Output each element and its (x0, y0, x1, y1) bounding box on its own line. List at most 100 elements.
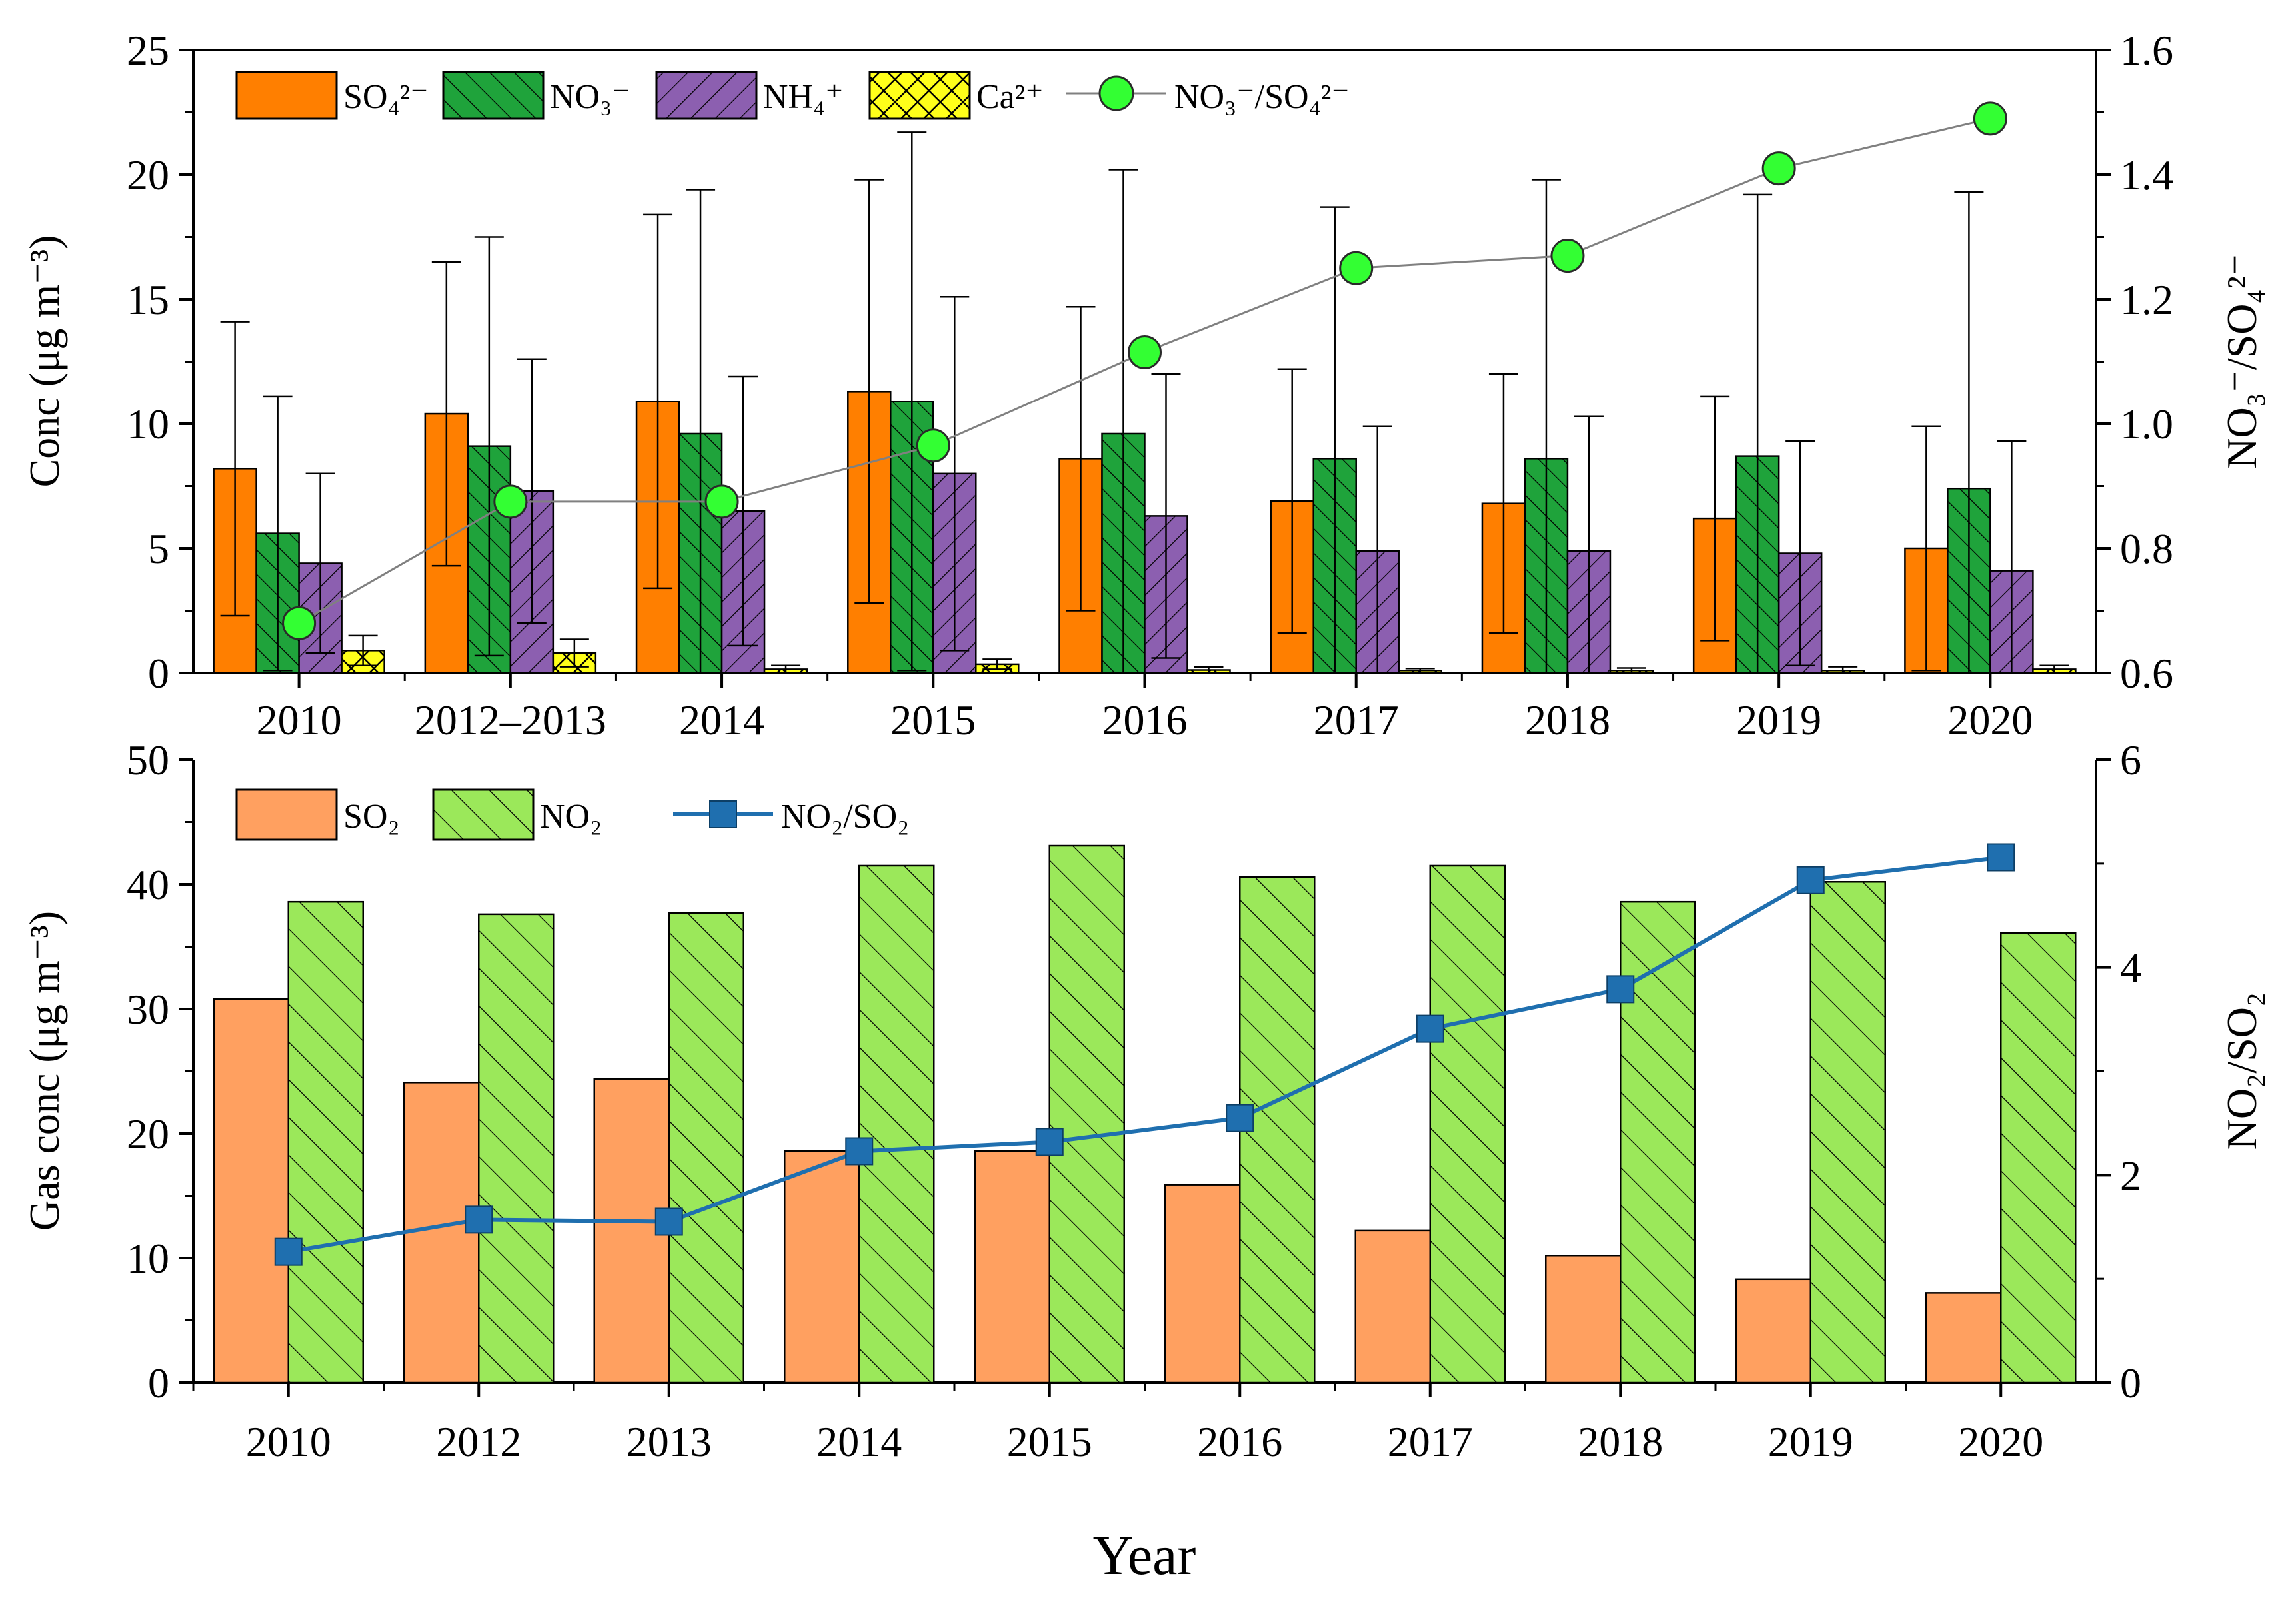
bar-no2-hatch-6 (1430, 865, 1505, 1383)
bar-no2-hatch-3 (859, 865, 934, 1383)
legend-swatch-so4 (235, 71, 338, 120)
bottom-legend: SO₂ NO₂ NO₂/SO₂ (235, 788, 909, 841)
top-y2tick-label-0.6: 0.6 (2120, 650, 2173, 697)
top-xtick-label-0: 2010 (257, 696, 342, 744)
top-y2tick-label-1.6: 1.6 (2120, 27, 2173, 74)
top-xtick-label-8: 2020 (1947, 696, 2033, 744)
top-panel: 0 5 10 15 20 25 0.6 0.8 1.0 1.2 1.4 1.6 2010 2012–2… (21, 27, 2265, 744)
top-y2tick-label-1.2: 1.2 (2120, 276, 2173, 323)
bottom-ytick-label-0: 0 (148, 1359, 169, 1407)
legend-label-ratio: NO₃⁻/SO₄²⁻ (1174, 78, 1350, 116)
bottom-xtick-label-8: 2019 (1768, 1418, 1853, 1465)
top-legend: SO₄²⁻ NO₃⁻ NH₄⁺ Ca²⁺ NO₃⁻/SO₄²⁻ (235, 71, 1350, 120)
bottom-y2tick-label-0: 0 (2120, 1359, 2141, 1407)
gas-ratio-marker-6 (1416, 1014, 1444, 1043)
legend-swatch-ratio-marker (1098, 75, 1134, 111)
top-ytick-label-0: 0 (148, 650, 169, 697)
bar-no2-hatch-1 (479, 914, 554, 1383)
bar-no2-hatch-7 (1620, 902, 1696, 1383)
bar-so2-3 (784, 1150, 860, 1384)
legend-label-gas-ratio: NO₂/SO₂ (781, 798, 909, 836)
bottom-xtick-label-5: 2016 (1197, 1418, 1282, 1465)
legend-swatch-no3-hatch (443, 72, 543, 119)
ratio-marker-3 (916, 428, 950, 463)
bottom-xtick-label-2: 2013 (626, 1418, 712, 1465)
bottom-xtick-label-4: 2015 (1007, 1418, 1092, 1465)
bottom-x-axis-ticks: 2010 2012 2013 2014 2015 2016 2017 2018 2019 2020 (192, 1383, 2043, 1465)
top-ytick-label-20: 20 (127, 151, 169, 199)
ratio-marker-2 (704, 484, 739, 519)
bottom-xtick-label-7: 2018 (1578, 1418, 1663, 1465)
bottom-ytick-label-50: 50 (127, 736, 169, 784)
bottom-ytick-label-10: 10 (127, 1235, 169, 1282)
gas-ratio-marker-3 (845, 1137, 874, 1166)
bottom-ratio-line (288, 855, 2001, 1254)
bar-no2-hatch-9 (2001, 932, 2076, 1383)
ratio-marker-6 (1550, 239, 1585, 273)
top-ytick-label-15: 15 (127, 276, 169, 323)
gas-ratio-marker-2 (654, 1207, 683, 1236)
gas-ratio-marker-1 (465, 1205, 493, 1234)
top-y2tick-label-0.8: 0.8 (2120, 525, 2173, 572)
top-y2-axis-title: NO₃⁻/SO₄²⁻ (2218, 253, 2265, 468)
ratio-marker-0 (282, 606, 317, 640)
top-xtick-label-1: 2012–2013 (415, 696, 606, 744)
top-xtick-label-2: 2014 (679, 696, 764, 744)
gas-ratio-marker-5 (1226, 1104, 1254, 1132)
top-x-axis-ticks: 2010 2012–2013 2014 2015 2016 2017 2018 2019 202… (257, 673, 2033, 744)
gas-ratio-marker-9 (1987, 843, 2015, 872)
top-y2tick-label-1.4: 1.4 (2120, 151, 2173, 199)
top-xtick-label-3: 2015 (890, 696, 976, 744)
top-ytick-label-5: 5 (148, 525, 169, 572)
gas-ratio-marker-4 (1035, 1128, 1064, 1156)
bottom-bars (213, 844, 2077, 1384)
bottom-ratio-markers (274, 843, 2015, 1266)
bottom-ytick-label-40: 40 (127, 861, 169, 908)
ratio-marker-5 (1339, 251, 1374, 285)
bottom-y2tick-label-2: 2 (2120, 1152, 2141, 1199)
legend-label-ca: Ca²⁺ (976, 78, 1044, 116)
ratio-marker-1 (493, 484, 528, 519)
top-ratio-markers (282, 101, 2007, 640)
bottom-y2tick-label-6: 6 (2120, 736, 2141, 784)
ratio-marker-7 (1761, 151, 1796, 186)
bar-so2-4 (974, 1150, 1050, 1384)
legend-swatch-ca-hatch (870, 72, 970, 119)
top-xtick-label-4: 2016 (1102, 696, 1188, 744)
bottom-xtick-label-6: 2017 (1388, 1418, 1473, 1465)
legend-label-no3: NO₃⁻ (550, 78, 630, 116)
legend-swatch-no2-hatch (433, 790, 533, 840)
legend-swatch-nh4-hatch (656, 72, 756, 119)
bottom-xtick-label-1: 2012 (436, 1418, 521, 1465)
top-bars (213, 391, 2077, 674)
top-ytick-label-25: 25 (127, 27, 169, 74)
top-xtick-label-7: 2019 (1736, 696, 1821, 744)
bar-no2-hatch-4 (1049, 846, 1124, 1383)
top-error-bars (220, 131, 2069, 674)
bar-no2-hatch-0 (288, 902, 363, 1383)
top-y2tick-label-1.0: 1.0 (2120, 400, 2173, 448)
ratio-marker-4 (1128, 335, 1162, 369)
bar-so2-8 (1735, 1278, 1811, 1384)
legend-label-so2: SO₂ (343, 798, 400, 836)
bottom-xtick-label-0: 2010 (246, 1418, 331, 1465)
bar-so2-6 (1354, 1229, 1431, 1384)
bottom-y-axis-title: Gas conc (μg m⁻³) (21, 911, 68, 1231)
bottom-ytick-label-20: 20 (127, 1110, 169, 1158)
x-axis-title: Year (1093, 1525, 1196, 1587)
bottom-ytick-label-30: 30 (127, 986, 169, 1033)
top-xtick-label-5: 2017 (1314, 696, 1399, 744)
bottom-xtick-label-3: 2014 (816, 1418, 902, 1465)
bar-so2-7 (1545, 1255, 1622, 1384)
bar-so2-5 (1164, 1184, 1241, 1384)
top-y-axis-title: Conc (μg m⁻³) (21, 235, 68, 488)
bottom-right-axis-ticks: 0 2 4 6 (2096, 736, 2141, 1407)
bar-no2-hatch-8 (1810, 882, 1885, 1383)
gas-ratio-marker-7 (1606, 975, 1635, 1004)
top-xtick-label-6: 2018 (1525, 696, 1610, 744)
bottom-y2-axis-title: NO₂/SO₂ (2218, 992, 2265, 1150)
top-ytick-label-10: 10 (127, 400, 169, 448)
legend-label-so4: SO₄²⁻ (343, 78, 429, 116)
bottom-left-axis-ticks: 0 10 20 30 40 50 (127, 736, 193, 1407)
